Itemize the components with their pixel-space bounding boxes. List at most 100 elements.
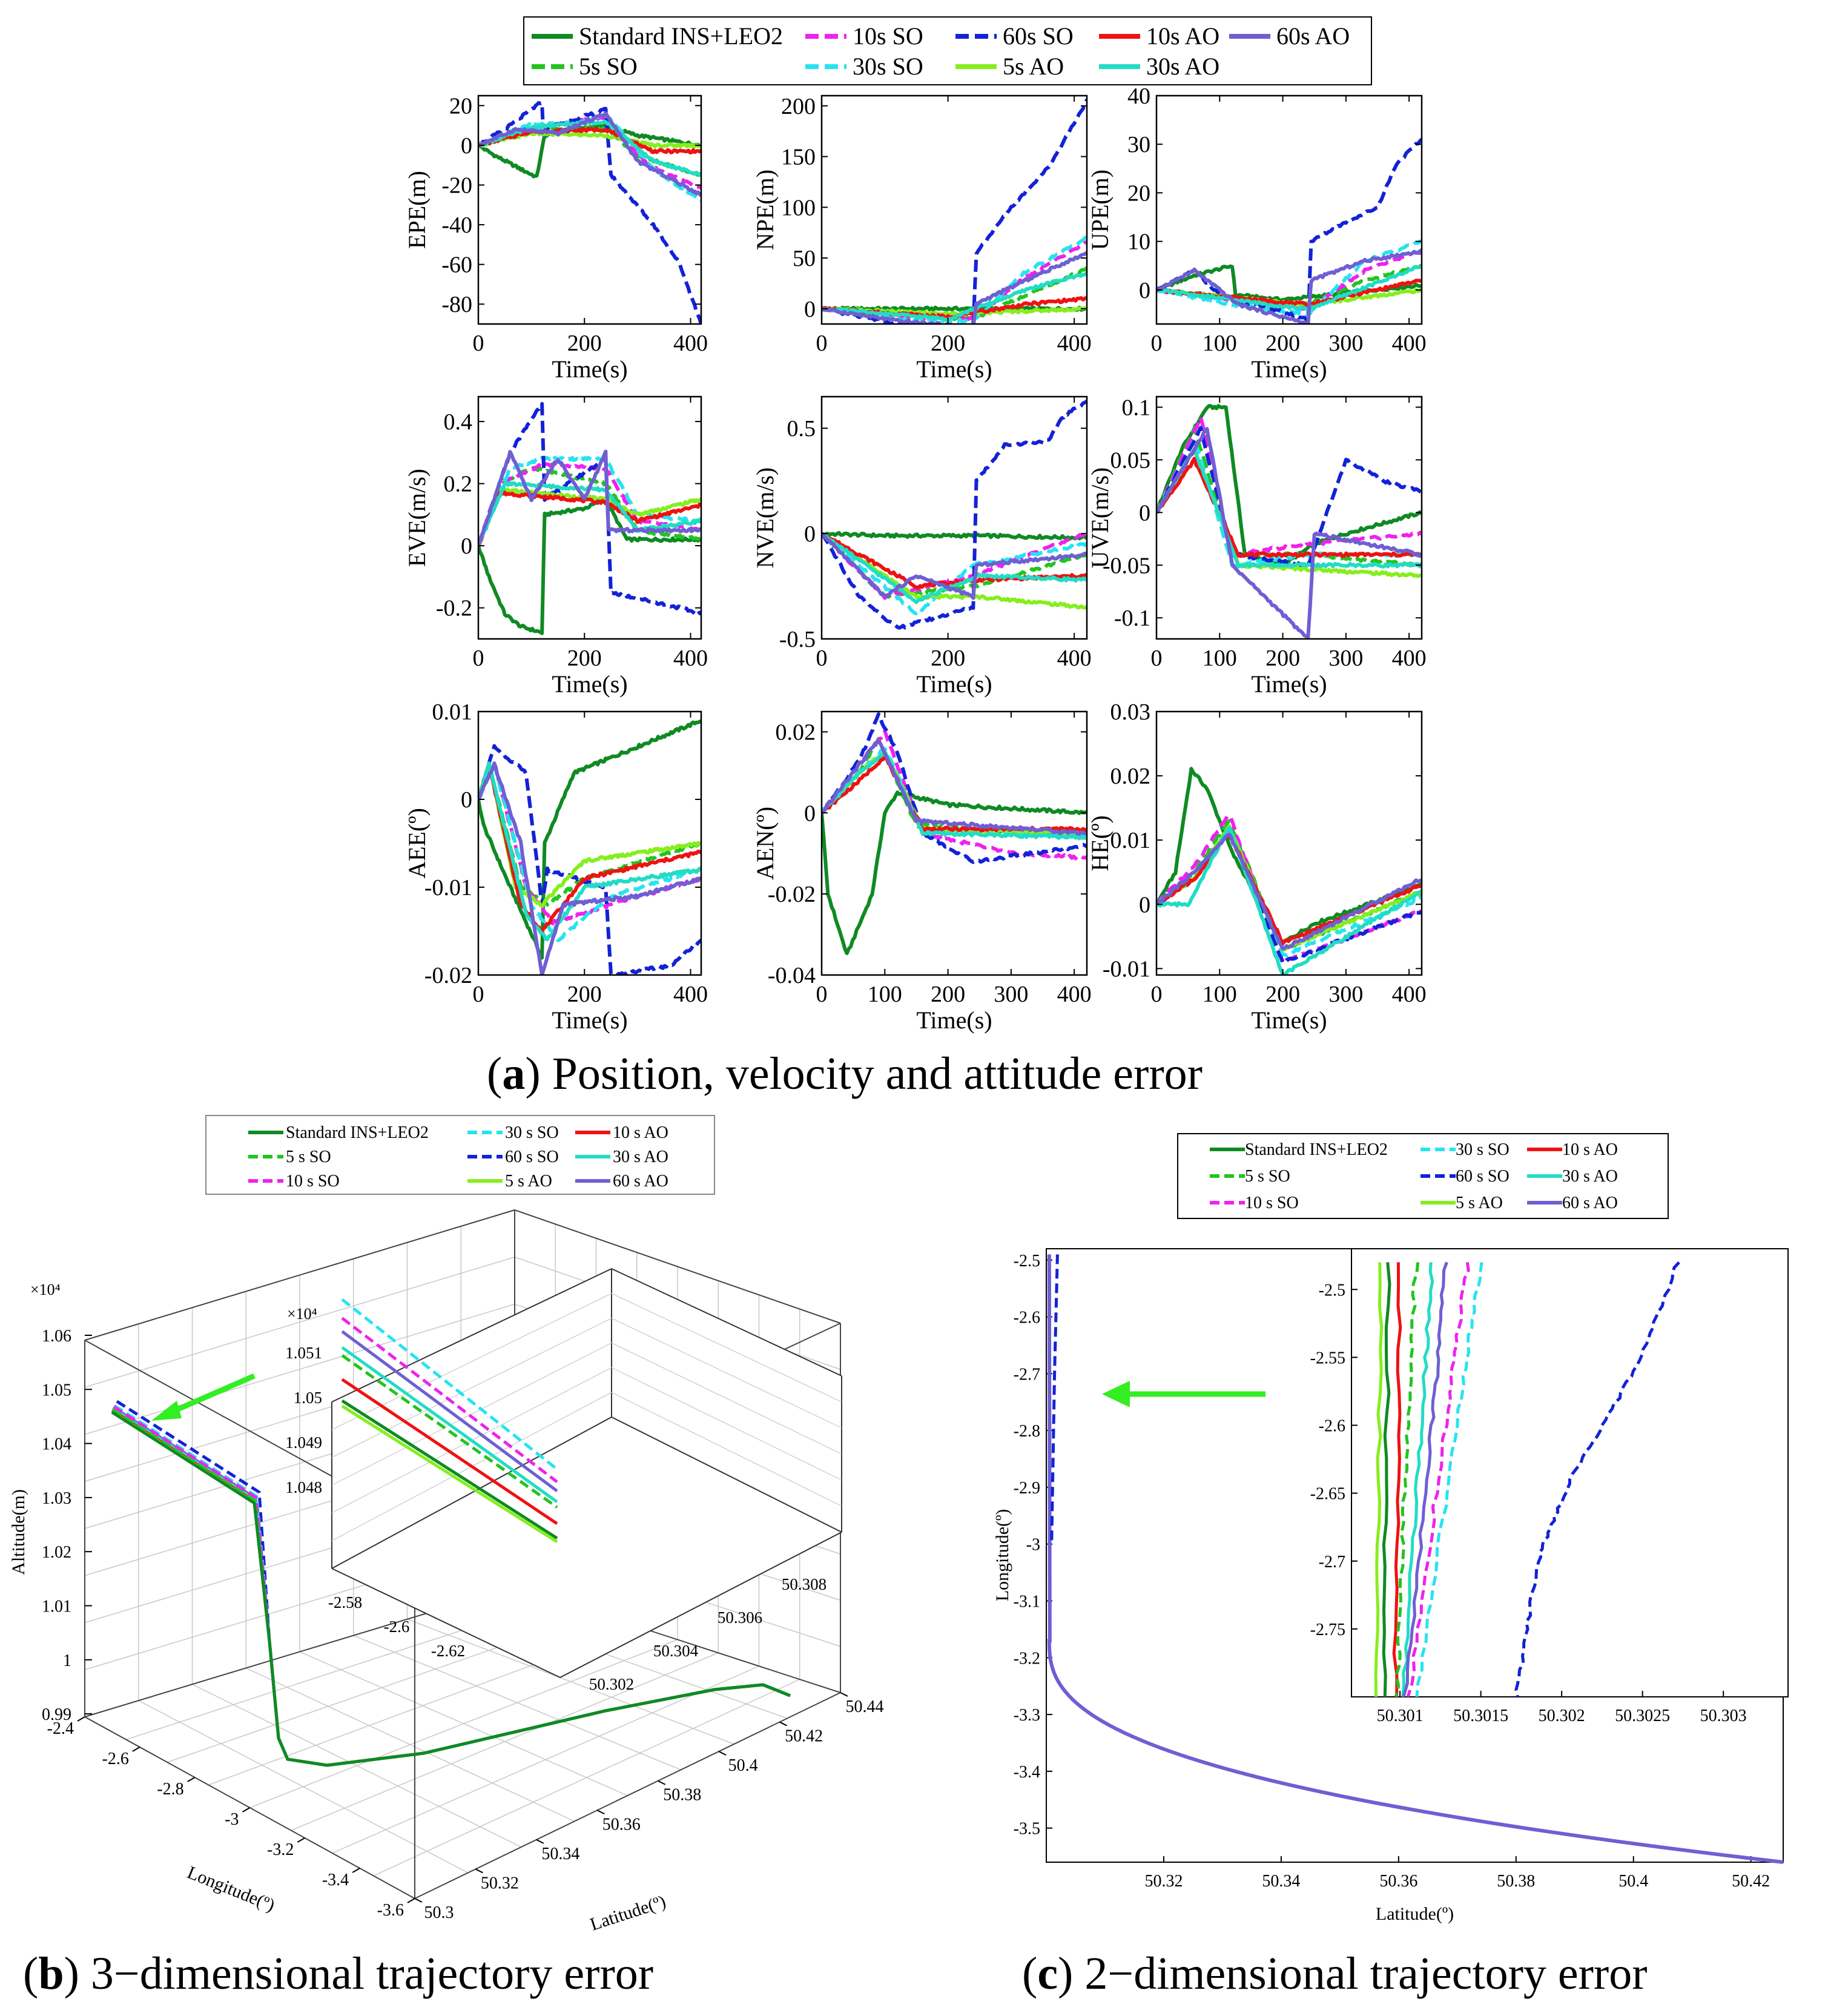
inset-b-longtick-label: -2.6 [384, 1618, 410, 1636]
ytick-label-c: -3.2 [1014, 1649, 1040, 1668]
xtick-label-a4: 400 [1057, 646, 1092, 671]
plot-area-a0 [478, 101, 701, 324]
series-line-a2-ao10 [1157, 279, 1422, 308]
ytick-label-a5: 0 [1139, 500, 1150, 526]
xtick-label-a2: 400 [1392, 331, 1427, 356]
caption-b: (b) 3−dimensional trajectory error [23, 1948, 654, 1999]
inset-c-xtick-label: 50.3015 [1453, 1707, 1508, 1725]
legend-c-label-so5: 5 s SO [1245, 1167, 1290, 1186]
ytick-label-c: -2.9 [1014, 1479, 1040, 1498]
inset-c-line-so60 [1514, 1261, 1680, 1697]
axes-box-a3 [477, 395, 702, 640]
ytick-label-c: -3.5 [1014, 1820, 1040, 1839]
inset-b-grid [611, 1392, 842, 1507]
ytick-label-c: -2.6 [1014, 1309, 1040, 1327]
plot-area-a6 [478, 719, 701, 975]
xtick-label-c: 50.36 [1379, 1872, 1417, 1891]
caption-c-text: 2−dimensional trajectory error [1073, 1948, 1648, 1999]
legend-b-label-ao60: 60 s AO [613, 1172, 668, 1191]
ztick-label-b: 1.06 [42, 1327, 71, 1346]
ytick-label-a0: -20 [441, 173, 472, 199]
series-line-a3-std [478, 498, 701, 635]
inset-b-lattick-label: 50.304 [653, 1642, 699, 1660]
axes-box-a1 [820, 94, 1088, 325]
series-line-a4-std [822, 530, 1087, 541]
series-line-a7-ao30 [822, 750, 1087, 841]
longtick-label-b: -3.4 [322, 1871, 349, 1889]
series-line-a5-ao60 [1157, 427, 1422, 639]
xtick-label-a0: 200 [567, 331, 602, 356]
xtick-label-a0: 0 [473, 331, 484, 356]
legend-a-label-std: Standard INS+LEO2 [579, 22, 783, 50]
inset-b-frame [559, 1532, 842, 1678]
lattick-mark-b [414, 1898, 423, 1903]
ytick-label-a2: 10 [1127, 230, 1150, 255]
longtick-label-b: -3.6 [377, 1901, 404, 1920]
ztick-label-b: 0.99 [42, 1705, 71, 1724]
series-line-a6-so30 [478, 764, 701, 942]
series-line-a0-ao30 [478, 119, 701, 177]
xtick-label-a7: 300 [994, 982, 1028, 1007]
inset-b-frame [611, 1416, 842, 1533]
legend-a-label-so60: 60s SO [1003, 22, 1074, 50]
xtick-label-a5: 100 [1203, 646, 1237, 671]
ytick-label-a1: 150 [781, 145, 816, 170]
legend-c-label-so10: 10 s SO [1245, 1194, 1299, 1212]
inset-c-ytick-label: -2.55 [1310, 1349, 1345, 1367]
xlabel-a8: Time(s) [1251, 1006, 1327, 1034]
axes-box-a0 [477, 94, 702, 325]
inset-b-bg [332, 1269, 842, 1677]
plot-area-a4 [822, 400, 1087, 630]
inset-b-line-ao30 [341, 1346, 558, 1504]
ztick-label-b: 1.04 [42, 1435, 71, 1454]
inset-c-line-ao30 [1401, 1262, 1434, 1697]
longtick-mark-b [407, 1898, 415, 1903]
series-line-a0-so60 [478, 101, 701, 324]
lattick-mark-b [596, 1809, 605, 1815]
frame-b [514, 1209, 841, 1324]
series-line-a5-ao30 [1157, 448, 1422, 569]
ytick-label-a7: 0 [804, 801, 816, 826]
inset-b-longtick-label: -2.62 [431, 1642, 465, 1660]
lattick-label-b: 50.34 [541, 1845, 579, 1863]
inset-c-line-so5 [1394, 1262, 1420, 1697]
inset-b-grid [331, 1318, 612, 1458]
series-line-a6-ao60 [478, 761, 701, 975]
legend-b-label-std: Standard INS+LEO2 [286, 1123, 429, 1142]
lattick-label-b: 50.38 [663, 1786, 701, 1805]
series-line-a8-ao30 [1157, 825, 1422, 975]
xlabel-a0: Time(s) [552, 355, 627, 383]
legend-c-label-ao10: 10 s AO [1562, 1140, 1618, 1159]
lattick-mark-b [840, 1692, 848, 1697]
axes-box-a5 [1155, 395, 1423, 640]
ytick-label-c: -3.4 [1014, 1763, 1040, 1782]
legend-c-label-ao5: 5 s AO [1456, 1194, 1503, 1212]
legend-c-label-ao30: 30 s AO [1562, 1167, 1618, 1186]
ytick-label-a3: 0.2 [444, 472, 473, 497]
series-line-a1-so30 [822, 235, 1087, 324]
inset-b-zexp: ×10⁴ [287, 1305, 317, 1323]
inset-b-grid [611, 1342, 842, 1455]
series-line-a5-so60 [1157, 426, 1422, 568]
inset-b-line-ao60 [341, 1330, 558, 1493]
legend-c-label-so30: 30 s SO [1456, 1140, 1510, 1159]
legend-b-label-so5: 5 s SO [286, 1148, 331, 1166]
ylabel-a2: UPE(m) [1086, 170, 1114, 250]
inset-c-line-so10 [1406, 1262, 1470, 1697]
ytick-label-a6: -0.01 [424, 875, 472, 901]
trajectory-c-main [1047, 1254, 1784, 1864]
lattick-label-b: 50.36 [602, 1815, 641, 1834]
series-line-a8-so5 [1157, 819, 1422, 951]
series-line-a4-ao30 [822, 532, 1087, 604]
ytick-label-a5: 0.1 [1122, 395, 1151, 420]
grid-b-floor [353, 1634, 681, 1771]
longtick-mark-b [187, 1777, 196, 1782]
xtick-label-a2: 0 [1151, 331, 1163, 356]
ytick-label-a1: 50 [793, 246, 816, 271]
longtick-label-b: -2.6 [102, 1750, 129, 1768]
pointer-arrowhead-c [1102, 1381, 1130, 1407]
ylabel-c: Longitude(º) [992, 1509, 1012, 1602]
xlabel-a2: Time(s) [1251, 355, 1327, 383]
xtick-label-c: 50.42 [1732, 1872, 1770, 1891]
inset-b-frame [331, 1416, 612, 1569]
